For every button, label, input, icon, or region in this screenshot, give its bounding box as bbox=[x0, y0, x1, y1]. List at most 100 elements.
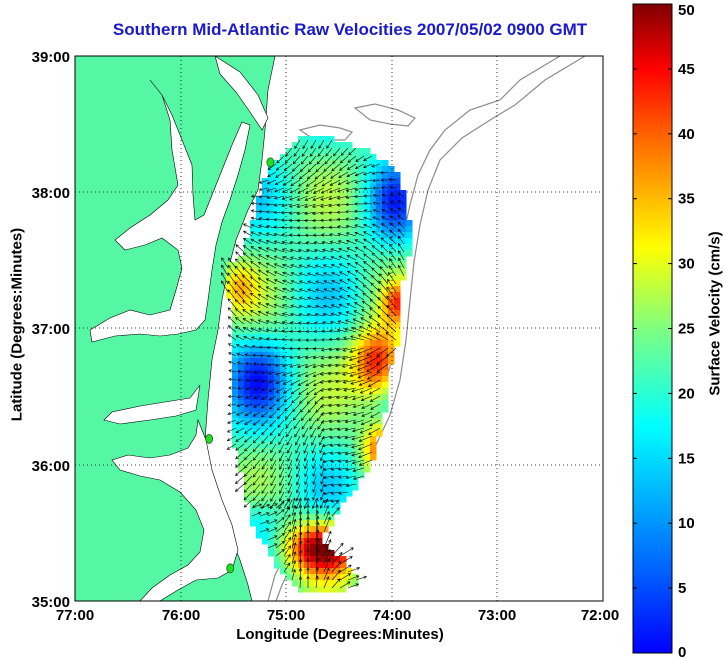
velocity-cell bbox=[316, 520, 323, 527]
velocity-arrow bbox=[291, 568, 296, 581]
velocity-arrow bbox=[242, 327, 253, 333]
velocity-cell bbox=[304, 142, 311, 149]
velocity-arrow bbox=[276, 403, 285, 411]
velocity-arrow bbox=[354, 262, 365, 269]
velocity-arrow bbox=[342, 379, 357, 384]
velocity-cell bbox=[280, 478, 287, 485]
velocity-cell bbox=[346, 382, 353, 389]
velocity-arrow bbox=[261, 459, 269, 470]
velocity-arrow bbox=[370, 274, 381, 285]
velocity-arrow bbox=[281, 329, 293, 333]
velocity-arrow bbox=[287, 467, 293, 478]
velocity-cell bbox=[400, 202, 407, 209]
velocity-arrow bbox=[290, 296, 301, 301]
velocity-cell bbox=[268, 226, 275, 233]
velocity-cell bbox=[322, 226, 329, 233]
velocity-cell bbox=[304, 526, 311, 533]
velocity-arrow bbox=[243, 443, 253, 452]
station-markers bbox=[205, 157, 275, 574]
velocity-cell bbox=[244, 364, 251, 371]
velocity-cell bbox=[316, 418, 323, 425]
velocity-cell bbox=[262, 226, 269, 233]
velocity-arrow bbox=[322, 321, 333, 325]
velocity-arrow bbox=[290, 304, 301, 309]
velocity-arrow bbox=[335, 395, 349, 400]
velocity-cell bbox=[304, 514, 311, 521]
velocity-cell bbox=[376, 184, 383, 191]
velocity-arrow bbox=[304, 371, 317, 378]
velocity-cell bbox=[322, 334, 329, 341]
velocity-arrow bbox=[307, 296, 317, 301]
velocity-arrow bbox=[380, 223, 389, 229]
velocity-cell bbox=[376, 310, 383, 317]
velocity-cell bbox=[358, 280, 365, 287]
velocity-cell bbox=[292, 382, 299, 389]
velocity-cell bbox=[286, 526, 293, 533]
velocity-cell bbox=[298, 220, 305, 227]
velocity-cell bbox=[280, 448, 287, 455]
velocity-arrow bbox=[281, 248, 293, 253]
velocity-cell bbox=[298, 448, 305, 455]
velocity-cell bbox=[346, 250, 353, 257]
velocity-cell bbox=[352, 484, 359, 491]
velocity-cell bbox=[388, 346, 395, 353]
velocity-cell bbox=[394, 292, 401, 299]
velocity-cell bbox=[346, 406, 353, 413]
velocity-arrow bbox=[297, 347, 309, 351]
velocity-cell bbox=[370, 196, 377, 203]
velocity-arrow bbox=[323, 505, 329, 517]
velocity-cell bbox=[370, 202, 377, 209]
velocity-cell bbox=[334, 448, 341, 455]
velocity-cell bbox=[316, 226, 323, 233]
velocity-arrow bbox=[227, 257, 237, 269]
velocity-arrow bbox=[252, 483, 261, 494]
velocity-cell bbox=[316, 292, 323, 299]
velocity-cell bbox=[262, 316, 269, 323]
velocity-cell bbox=[298, 430, 305, 437]
velocity-cell bbox=[298, 262, 305, 269]
velocity-cell bbox=[286, 520, 293, 527]
velocity-cell bbox=[328, 388, 335, 395]
velocity-cell bbox=[262, 490, 269, 497]
velocity-arrow bbox=[354, 216, 365, 221]
velocity-cell bbox=[280, 298, 287, 305]
velocity-arrow bbox=[324, 155, 333, 165]
velocity-arrow bbox=[320, 475, 325, 485]
velocity-cell bbox=[310, 154, 317, 161]
velocity-arrow bbox=[259, 520, 270, 525]
colorbar-tick-label: 30 bbox=[678, 256, 695, 273]
velocity-cell bbox=[292, 502, 299, 509]
velocity-cell bbox=[376, 172, 383, 179]
velocity-cell bbox=[346, 436, 353, 443]
velocity-cell bbox=[370, 154, 377, 161]
velocity-cell bbox=[268, 532, 275, 539]
velocity-arrow bbox=[242, 267, 253, 277]
velocity-arrow bbox=[316, 411, 325, 422]
velocity-cell bbox=[298, 436, 305, 443]
velocity-cell bbox=[358, 340, 365, 347]
velocity-cell bbox=[304, 250, 311, 257]
velocity-cell bbox=[310, 502, 317, 509]
velocity-arrow bbox=[283, 163, 293, 172]
velocity-arrow bbox=[345, 195, 357, 199]
velocity-cell bbox=[334, 220, 341, 227]
velocity-cell bbox=[340, 256, 347, 263]
velocity-cell bbox=[298, 154, 305, 161]
velocity-cell bbox=[304, 292, 311, 299]
velocity-arrow bbox=[250, 209, 261, 213]
velocity-cell bbox=[358, 358, 365, 365]
velocity-arrow bbox=[317, 419, 325, 430]
velocity-cell bbox=[334, 310, 341, 317]
velocity-arrow bbox=[372, 193, 381, 198]
velocity-cell bbox=[298, 514, 305, 521]
velocity-arrow bbox=[298, 510, 303, 525]
velocity-cell bbox=[394, 262, 401, 269]
velocity-cell bbox=[358, 190, 365, 197]
velocity-cell bbox=[364, 436, 371, 443]
velocity-arrow bbox=[354, 254, 365, 261]
velocity-cell bbox=[310, 454, 317, 461]
velocity-arrow bbox=[261, 419, 269, 427]
velocity-arrow bbox=[336, 411, 349, 416]
velocity-cell bbox=[316, 310, 323, 317]
velocity-arrow bbox=[265, 270, 277, 277]
